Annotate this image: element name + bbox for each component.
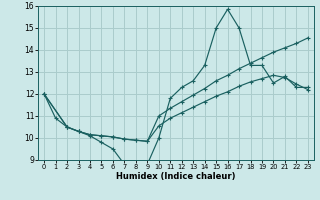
X-axis label: Humidex (Indice chaleur): Humidex (Indice chaleur) [116, 172, 236, 181]
